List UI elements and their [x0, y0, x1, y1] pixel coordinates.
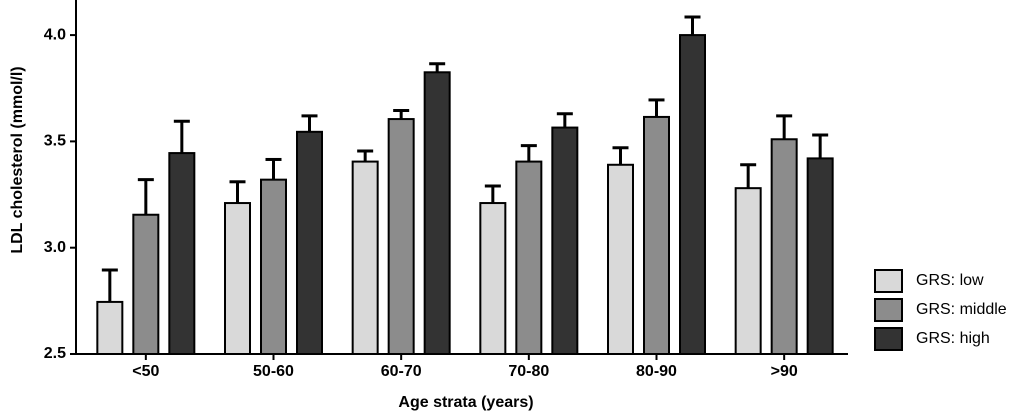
x-tick-label: 70-80	[508, 363, 549, 380]
bar	[515, 160, 543, 355]
legend-swatch	[874, 298, 903, 322]
bar	[132, 213, 160, 355]
legend-label: GRS: low	[916, 272, 984, 289]
y-tick-label: 3.0	[44, 239, 66, 256]
bar	[479, 202, 507, 355]
y-axis-title: LDL cholesterol (mmol/l)	[9, 66, 26, 253]
bar	[643, 115, 670, 355]
x-tick-label: 80-90	[636, 363, 677, 380]
y-tick-label: 3.5	[44, 133, 66, 150]
legend-swatch	[874, 327, 903, 351]
bar	[96, 300, 124, 356]
x-tick-label: <50	[132, 363, 159, 380]
legend-label: GRS: high	[916, 330, 990, 347]
bar	[387, 118, 415, 355]
x-tick-label: 50-60	[253, 363, 294, 380]
bar	[168, 152, 196, 355]
legend-label: GRS: middle	[916, 301, 1007, 318]
y-tick-label: 2.5	[44, 345, 66, 362]
bar	[806, 157, 834, 355]
bar	[607, 163, 634, 355]
bar	[770, 138, 798, 355]
bar	[351, 160, 379, 355]
bar	[679, 34, 706, 355]
bar	[734, 187, 762, 355]
x-axis-title: Age strata (years)	[398, 394, 533, 411]
x-tick-label: 60-70	[381, 363, 422, 380]
x-tick-label: >90	[771, 363, 798, 380]
bar	[260, 178, 287, 355]
bar	[423, 71, 451, 355]
bar	[551, 126, 579, 355]
y-tick-label: 4.0	[44, 26, 66, 43]
bar	[224, 202, 251, 355]
legend-swatch	[874, 269, 903, 293]
bar	[296, 130, 323, 355]
